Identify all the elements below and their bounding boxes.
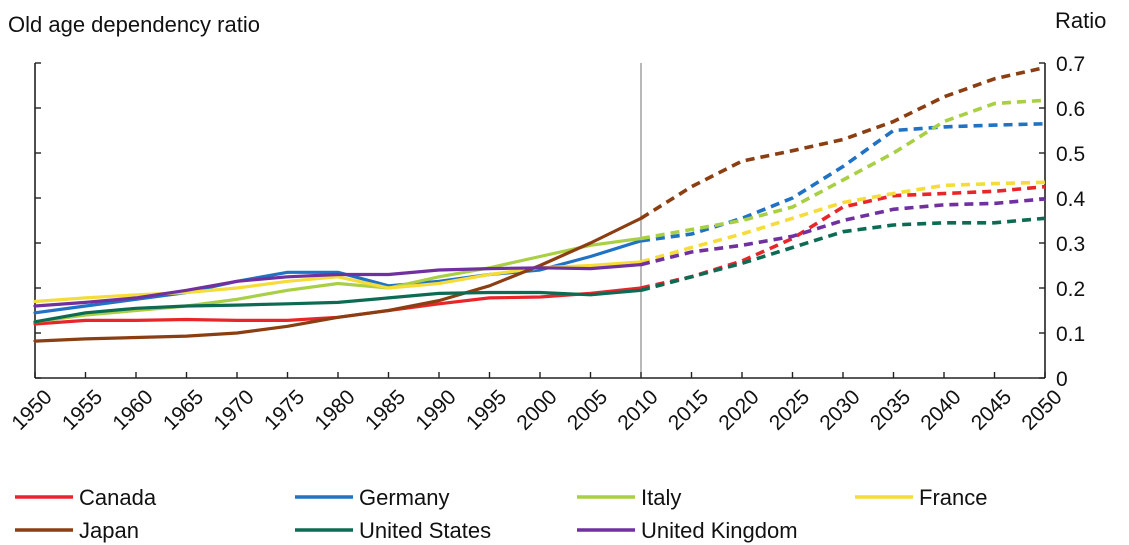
x-tick-label: 1955 [58,385,107,434]
x-tick-label: 1980 [310,385,359,434]
y-tick-label: 0.1 [1056,323,1085,346]
y-tick-label: 0.4 [1056,188,1086,211]
y-tick-label: 0.5 [1056,143,1085,166]
x-tick-label: 2000 [512,385,561,434]
x-tick-label: 1995 [462,385,511,434]
legend-label-germany: Germany [359,485,449,510]
legend-label-france: France [919,485,987,510]
series-line-united-states-projection [640,216,1046,293]
series-line-italy-historical [33,236,643,324]
y-tick-label: 0.7 [1056,53,1085,76]
x-tick-label: 1975 [260,385,309,434]
legend-label-japan: Japan [79,518,139,543]
series-line-germany-projection [640,122,1046,243]
x-tick-label: 1950 [7,385,56,434]
series-line-united-kingdom-historical [33,263,643,308]
y-axis-label: Ratio [1055,8,1106,33]
x-tick-label: 1985 [361,385,410,434]
x-tick-label: 2005 [563,385,612,434]
legend-label-united-states: United States [359,518,491,543]
x-tick-label: 2030 [815,385,864,434]
legend: Canada Germany Italy France Japan United Stat… [15,485,987,543]
x-tick-label: 1960 [108,385,157,434]
y-tick-label: 0.3 [1056,233,1085,256]
series-line-united-states-historical [33,288,643,324]
series-layer [33,65,1046,343]
x-tick-label: 1965 [159,385,208,434]
y-tick-label: 0.6 [1056,98,1085,121]
legend-label-italy: Italy [641,485,681,510]
x-tick-label: 2045 [967,385,1016,434]
series-line-italy-projection [640,98,1046,241]
x-tick-label: 2010 [613,385,662,434]
y-tick-label: 0 [1056,368,1068,391]
x-tick-label: 2040 [916,385,965,434]
x-tick-label: 1990 [411,385,460,434]
y-tick-label: 0.2 [1056,278,1085,301]
series-line-japan-projection [640,65,1046,220]
x-tick-label: 2035 [866,385,915,434]
legend-label-canada: Canada [79,485,157,510]
x-tick-label: 2025 [765,385,814,434]
x-tick-label: 2050 [1017,385,1066,434]
legend-label-united-kingdom: United Kingdom [641,518,798,543]
x-tick-label: 2020 [714,385,763,434]
series-line-france-projection [640,180,1046,264]
x-tick-label: 1970 [209,385,258,434]
chart-title: Old age dependency ratio [8,12,260,37]
x-tick-label: 2015 [664,385,713,434]
series-line-japan-historical [33,216,643,343]
